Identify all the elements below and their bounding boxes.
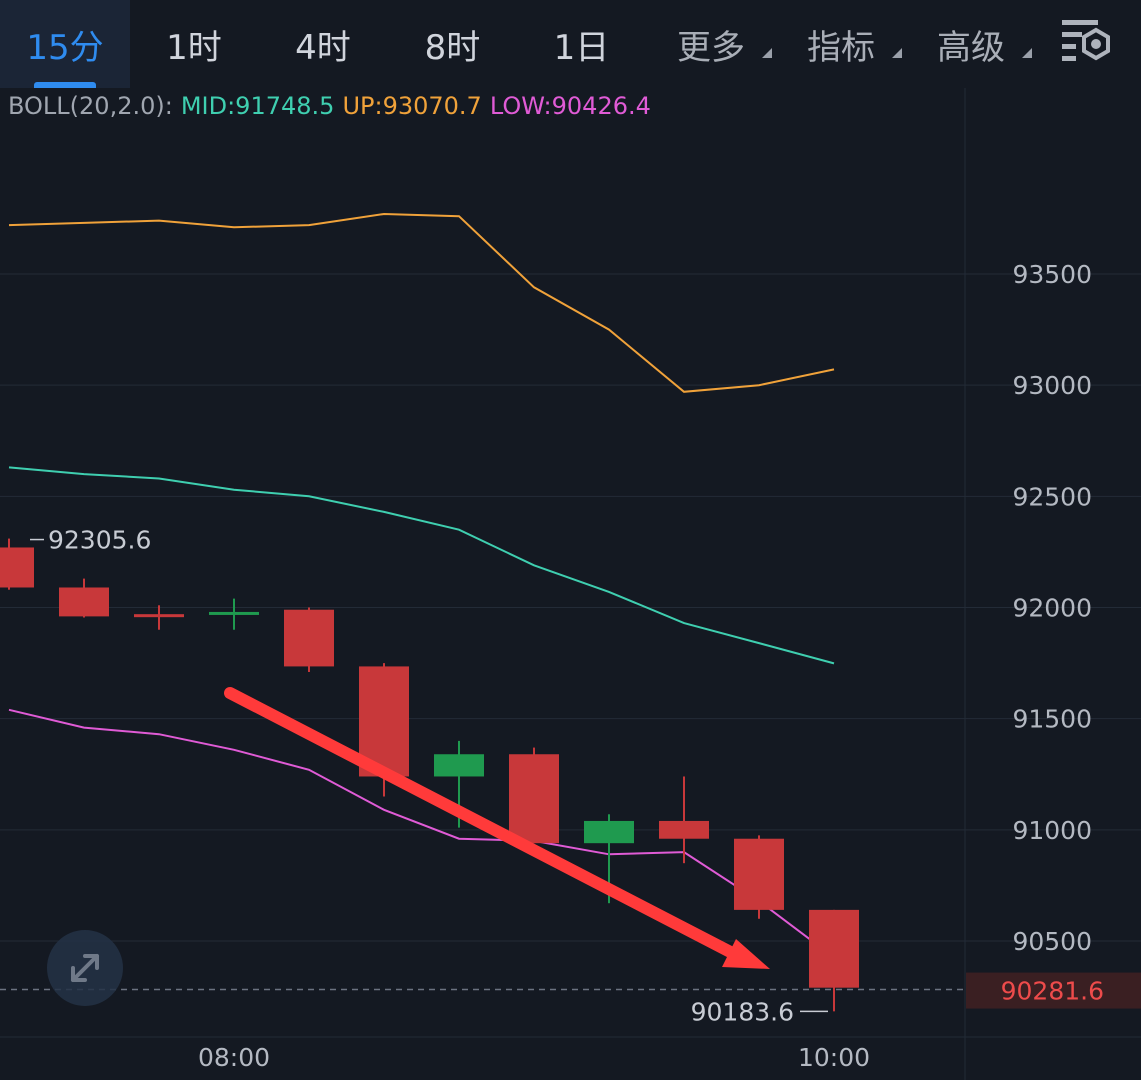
chart-settings-icon: [1062, 20, 1110, 61]
x-tick-label: 08:00: [198, 1043, 270, 1072]
candle-body[interactable]: [809, 909, 859, 988]
candle-body[interactable]: [584, 820, 634, 844]
y-tick-label: 93500: [1012, 260, 1092, 289]
tab-6[interactable]: 更多: [646, 0, 776, 88]
candle-body[interactable]: [59, 587, 109, 617]
candle-body[interactable]: [209, 611, 259, 615]
low-price-marker: 90183.6: [691, 997, 794, 1026]
tab-3[interactable]: 4时: [258, 0, 388, 88]
x-tick-label: 10:00: [798, 1043, 870, 1072]
tab-label: 更多: [677, 27, 745, 68]
boll-upper-line: [8, 212, 835, 393]
tab-4[interactable]: 8时: [388, 0, 517, 88]
candle-body[interactable]: [659, 820, 709, 839]
boll-mid-line: [8, 466, 835, 665]
y-tick-label: 92000: [1012, 594, 1092, 623]
candle-body[interactable]: [734, 838, 784, 910]
tab-label: 4时: [295, 27, 351, 68]
high-price-marker: 92305.6: [48, 526, 151, 555]
boll-legend-low: LOW:90426.4: [489, 92, 651, 120]
tab-label: 1时: [166, 27, 222, 68]
candle-body[interactable]: [509, 754, 559, 844]
tab-7[interactable]: 指标: [776, 0, 906, 88]
boll-legend: BOLL(20,2.0): MID:91748.5 UP:93070.7 LOW…: [8, 92, 651, 124]
tab-label: 15分: [26, 27, 104, 68]
dropdown-caret-icon: [1022, 48, 1032, 58]
boll-lower-line: [8, 708, 835, 959]
y-tick-label: 91000: [1012, 816, 1092, 845]
last-price-label: 90281.6: [1001, 977, 1104, 1006]
boll-legend-name: BOLL(20,2.0):: [8, 92, 173, 120]
last-price-badge: [966, 972, 1141, 1009]
expand-arrows-icon: [71, 954, 99, 982]
active-tab-indicator: [34, 82, 96, 88]
y-tick-label: 93000: [1012, 371, 1092, 400]
tab-label: 1日: [553, 27, 610, 68]
dropdown-caret-icon: [892, 48, 902, 58]
chart-settings-button[interactable]: [1058, 12, 1116, 72]
downtrend-arrow-head: [722, 939, 770, 969]
boll-legend-up: UP:93070.7: [342, 92, 482, 120]
candle-body[interactable]: [284, 609, 334, 667]
downtrend-arrow-shaft: [224, 687, 748, 964]
tab-2[interactable]: 1时: [130, 0, 258, 88]
boll-legend-mid: MID:91748.5: [180, 92, 335, 120]
tab-label: 指标: [807, 27, 875, 68]
candlestick-chart[interactable]: 93500 93000 92500 92000 91500 91000 90500 08:00…: [0, 88, 1141, 1080]
tab-1[interactable]: 15分: [0, 0, 130, 88]
timeframe-toolbar: 15分 1时 4时 8时 1日 更多 指标 高级: [0, 0, 1141, 88]
dropdown-caret-icon: [762, 48, 772, 58]
expand-chart-button[interactable]: [47, 930, 123, 1006]
tab-8[interactable]: 高级: [906, 0, 1036, 88]
y-tick-label: 90500: [1012, 927, 1092, 956]
candle-body[interactable]: [134, 614, 184, 618]
tab-label: 8时: [424, 27, 481, 68]
candle-body[interactable]: [0, 547, 34, 588]
y-tick-label: 92500: [1012, 482, 1092, 511]
tab-label: 高级: [937, 27, 1005, 68]
tab-5[interactable]: 1日: [517, 0, 646, 88]
y-tick-label: 91500: [1012, 705, 1092, 734]
candle-body[interactable]: [434, 754, 484, 777]
